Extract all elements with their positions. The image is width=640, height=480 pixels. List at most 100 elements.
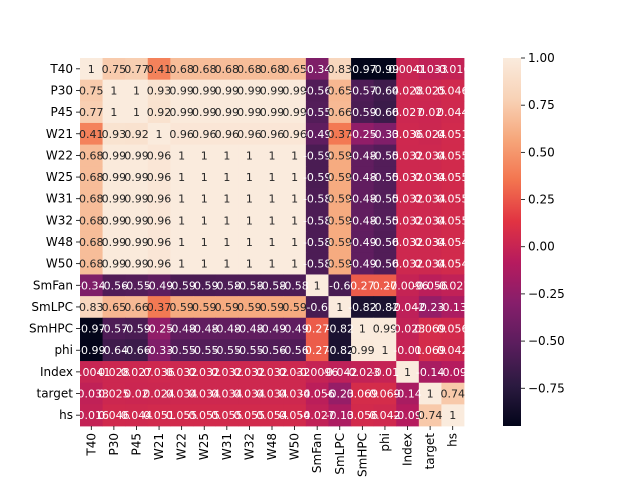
heatmap-cell bbox=[238, 382, 262, 405]
cell-value-label: 0.99 bbox=[124, 171, 149, 184]
heatmap-cell bbox=[170, 317, 194, 340]
heatmap-cell bbox=[441, 296, 465, 319]
heatmap-cell bbox=[328, 296, 352, 319]
heatmap-cell bbox=[260, 296, 284, 319]
y-tick-label: phi bbox=[54, 343, 73, 357]
cell-value-label: 0.96 bbox=[192, 128, 217, 141]
heatmap-cells bbox=[80, 58, 465, 427]
cell-value-label: -0.64 bbox=[100, 344, 128, 357]
colorbar-tick-label: −0.25 bbox=[528, 287, 565, 301]
heatmap-cell bbox=[102, 209, 126, 232]
heatmap-cell bbox=[418, 79, 442, 102]
cell-value-label: -0.66 bbox=[122, 344, 150, 357]
heatmap-cell bbox=[170, 209, 194, 232]
cell-value-label: -0.82 bbox=[326, 323, 354, 336]
cell-value-label: -0.82 bbox=[348, 301, 376, 314]
cell-value-label: -0.042 bbox=[390, 301, 425, 314]
cell-value-label: 0.032 bbox=[392, 236, 424, 249]
cell-value-label: 0.032 bbox=[392, 214, 424, 227]
cell-value-label: 1 bbox=[291, 193, 298, 206]
y-tick-label: P45 bbox=[50, 105, 73, 119]
cell-value-label: 0.99 bbox=[215, 84, 240, 97]
cell-value-label: 0.99 bbox=[124, 193, 149, 206]
x-axis-tick-labels: T40 P30 P45 W21 W22 W25 W31 W32 W48 W50 SmFan SmLPC… bbox=[84, 426, 460, 477]
heatmap-cell bbox=[441, 122, 465, 145]
heatmap-cell bbox=[170, 404, 194, 427]
heatmap-cell bbox=[373, 187, 397, 210]
cell-value-label: -0.48 bbox=[348, 214, 376, 227]
heatmap-cell bbox=[351, 144, 375, 167]
cell-value-label: 1 bbox=[178, 214, 185, 227]
heatmap-cell bbox=[418, 339, 442, 362]
heatmap-cell bbox=[215, 361, 239, 384]
heatmap-cell bbox=[328, 339, 352, 362]
cell-value-label: -0.49 bbox=[145, 279, 173, 292]
heatmap-cell bbox=[80, 339, 103, 362]
cell-value-label: 0.034 bbox=[414, 236, 446, 249]
cell-value-label: 0.27 bbox=[305, 323, 330, 336]
heatmap-cell bbox=[351, 274, 375, 297]
cell-value-label: 0.056 bbox=[437, 323, 469, 336]
cell-value-label: -0.58 bbox=[303, 258, 331, 271]
cell-value-label: 0.66 bbox=[328, 106, 353, 119]
cell-value-label: 0.96 bbox=[169, 128, 194, 141]
heatmap-cell bbox=[260, 274, 284, 297]
heatmap-cell bbox=[80, 252, 103, 275]
heatmap-cell bbox=[192, 122, 216, 145]
cell-value-label: 0.054 bbox=[279, 409, 311, 422]
cell-value-label: 0.96 bbox=[147, 236, 172, 249]
heatmap-cell bbox=[305, 274, 329, 297]
heatmap-cell bbox=[396, 209, 420, 232]
heatmap-cell bbox=[283, 404, 307, 427]
heatmap-cell bbox=[283, 101, 307, 124]
cell-value-label: 0.054 bbox=[437, 236, 469, 249]
heatmap-cell bbox=[441, 101, 465, 124]
heatmap-cell bbox=[260, 404, 284, 427]
cell-value-label: -0.033 bbox=[74, 388, 109, 401]
cell-value-label: -0.49 bbox=[348, 258, 376, 271]
heatmap-cell bbox=[283, 317, 307, 340]
heatmap-cell bbox=[441, 166, 465, 189]
cell-value-label: 0.99 bbox=[260, 84, 285, 97]
cell-value-label: -0.99 bbox=[77, 344, 105, 357]
heatmap-cell bbox=[215, 339, 239, 362]
cell-value-label: 0.069 bbox=[414, 323, 446, 336]
heatmap-cell bbox=[283, 382, 307, 405]
cell-value-label: 1 bbox=[201, 258, 208, 271]
heatmap-cell bbox=[418, 404, 442, 427]
heatmap-cell bbox=[147, 101, 171, 124]
heatmap-cell bbox=[396, 101, 420, 124]
cell-value-label: 0.59 bbox=[328, 258, 353, 271]
heatmap-cell bbox=[260, 187, 284, 210]
heatmap-cell bbox=[373, 144, 397, 167]
cell-value-label: 0.032 bbox=[392, 171, 424, 184]
x-tick-label: T40 bbox=[84, 433, 98, 457]
heatmap-cell bbox=[351, 101, 375, 124]
heatmap-cell bbox=[283, 187, 307, 210]
cell-value-label: -0.48 bbox=[235, 323, 263, 336]
heatmap-cell bbox=[260, 79, 284, 102]
cell-value-label: -0.6 bbox=[306, 301, 327, 314]
heatmap-cell bbox=[192, 296, 216, 319]
cell-value-label: -0.55 bbox=[190, 344, 218, 357]
heatmap-cell bbox=[102, 122, 126, 145]
heatmap-cell bbox=[192, 144, 216, 167]
cell-value-label: 0.032 bbox=[279, 366, 311, 379]
cell-value-label: 0.034 bbox=[279, 388, 311, 401]
cell-value-label: 0.96 bbox=[147, 214, 172, 227]
heatmap-cell bbox=[147, 122, 171, 145]
heatmap-cell bbox=[147, 339, 171, 362]
cell-value-label: 0.59 bbox=[328, 214, 353, 227]
cell-value-label: 0.41 bbox=[79, 128, 104, 141]
cell-value-label: 0.99 bbox=[192, 106, 217, 119]
heatmap-cell bbox=[192, 187, 216, 210]
heatmap-cell bbox=[170, 79, 194, 102]
y-tick-label: W32 bbox=[46, 213, 73, 227]
x-tick-label: SmLPC bbox=[333, 433, 347, 475]
heatmap-cell bbox=[125, 404, 149, 427]
colorbar-gradient bbox=[503, 58, 521, 426]
cell-value-label: 1 bbox=[291, 171, 298, 184]
cell-value-label: 0.069 bbox=[347, 388, 379, 401]
cell-value-label: 0.74 bbox=[440, 388, 465, 401]
heatmap-cell bbox=[102, 317, 126, 340]
